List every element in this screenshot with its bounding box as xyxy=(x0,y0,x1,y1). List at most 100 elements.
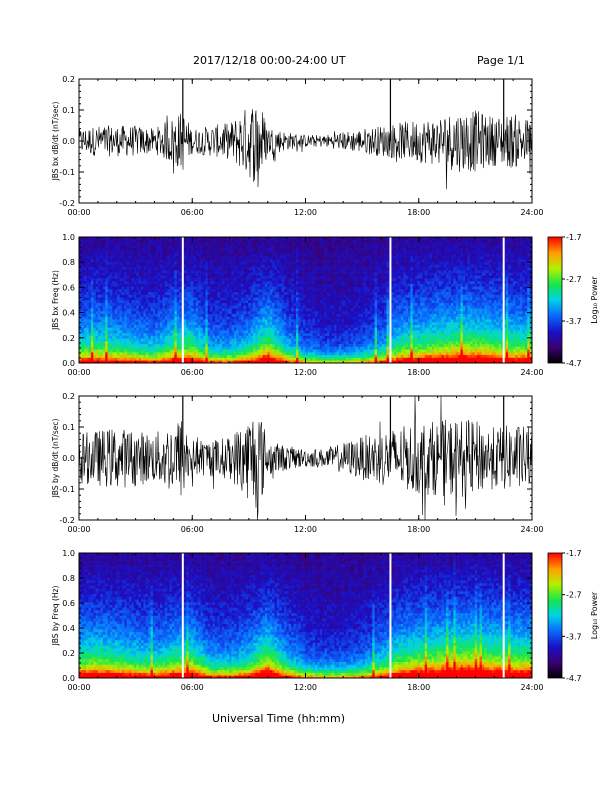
heatmap-cell xyxy=(93,319,96,323)
heatmap-cell xyxy=(272,239,275,243)
heatmap-cell xyxy=(264,343,268,347)
heatmap-cell xyxy=(202,360,206,364)
heatmap-cell xyxy=(102,316,106,320)
heatmap-cell xyxy=(112,258,116,262)
heatmap-cell xyxy=(164,354,168,358)
heatmap-cell xyxy=(219,313,223,317)
heatmap-cell xyxy=(88,308,92,312)
heatmap-cell xyxy=(233,297,237,301)
heatmap-cell xyxy=(274,332,278,336)
heatmap-cell xyxy=(150,354,154,358)
heatmap-cell xyxy=(160,313,163,317)
heatmap-cell xyxy=(164,313,168,317)
heatmap-cell xyxy=(224,286,228,290)
heatmap-cell xyxy=(241,332,244,336)
heatmap-cell xyxy=(317,280,321,284)
heatmap-cell xyxy=(315,313,318,317)
heatmap-cell xyxy=(129,242,132,246)
heatmap-cell xyxy=(312,302,316,306)
heatmap-cell xyxy=(312,335,316,339)
heatmap-cell xyxy=(169,239,173,243)
heatmap-cell xyxy=(212,327,216,331)
heatmap-cell xyxy=(202,253,206,257)
page-indicator: Page 1/1 xyxy=(477,54,525,67)
heatmap-cell xyxy=(109,250,113,254)
heatmap-cell xyxy=(226,291,230,295)
heatmap-cell xyxy=(245,242,249,246)
heatmap-cell xyxy=(186,349,189,353)
heatmap-cell xyxy=(274,294,278,298)
heatmap-cell xyxy=(226,305,230,309)
heatmap-cell xyxy=(107,278,111,282)
heatmap-cell xyxy=(231,327,235,331)
y-axis-label: JBS bx dB/dt (nT/sec) xyxy=(51,102,60,182)
heatmap-cell xyxy=(83,247,87,251)
heatmap-cell xyxy=(119,289,123,293)
heatmap-cell xyxy=(326,305,330,309)
heatmap-cell xyxy=(291,297,294,301)
heatmap-cell xyxy=(86,327,89,331)
heatmap-cell xyxy=(150,261,154,265)
heatmap-cell xyxy=(229,343,232,347)
heatmap-cell xyxy=(229,321,232,325)
heatmap-cell xyxy=(140,280,144,284)
heatmap-cell xyxy=(205,300,209,304)
heatmap-cell xyxy=(160,286,163,290)
heatmap-cell xyxy=(200,310,204,314)
heatmap-cell xyxy=(248,261,251,265)
heatmap-cell xyxy=(207,269,211,273)
heatmap-cell xyxy=(140,308,144,312)
heatmap-cell xyxy=(107,250,111,254)
heatmap-cell xyxy=(222,360,225,364)
heatmap-cell xyxy=(119,261,123,265)
heatmap-cell xyxy=(105,341,108,345)
heatmap-cell xyxy=(243,343,247,347)
heatmap-cell xyxy=(279,294,282,298)
heatmap-cell xyxy=(317,275,321,279)
heatmap-cell xyxy=(195,261,199,265)
heatmap-cell xyxy=(210,239,213,243)
heatmap-cell xyxy=(303,349,306,353)
heatmap-cell xyxy=(257,242,261,246)
heatmap-cell xyxy=(162,305,166,309)
heatmap-cell xyxy=(255,321,259,325)
heatmap-cell xyxy=(183,297,187,301)
heatmap-cell xyxy=(136,300,139,304)
heatmap-cell xyxy=(119,264,123,268)
heatmap-cell xyxy=(191,349,194,353)
heatmap-cell xyxy=(83,237,87,241)
heatmap-cell xyxy=(191,253,194,257)
heatmap-cell xyxy=(157,308,161,312)
heatmap-cell xyxy=(157,349,161,353)
heatmap-cell xyxy=(195,346,199,350)
heatmap-cell xyxy=(90,245,94,249)
heatmap-cell xyxy=(112,294,116,298)
heatmap-cell xyxy=(195,278,199,282)
heatmap-cell xyxy=(98,280,101,284)
heatmap-cell xyxy=(229,338,232,342)
heatmap-cell xyxy=(164,283,168,287)
heatmap-cell xyxy=(231,354,235,358)
heatmap-cell xyxy=(272,275,275,279)
heatmap-cell xyxy=(326,258,330,262)
heatmap-cell xyxy=(255,349,259,353)
heatmap-cell xyxy=(312,258,316,262)
heatmap-cell xyxy=(257,297,261,301)
heatmap-cell xyxy=(286,341,290,345)
heatmap-cell xyxy=(148,302,151,306)
heatmap-cell xyxy=(202,278,206,282)
heatmap-cell xyxy=(224,261,228,265)
heatmap-cell xyxy=(248,283,251,287)
heatmap-cell xyxy=(105,237,108,241)
heatmap-cell xyxy=(319,297,323,301)
heatmap-cell xyxy=(152,242,156,246)
heatmap-cell xyxy=(207,302,211,306)
heatmap-cell xyxy=(272,335,275,339)
heatmap-cell xyxy=(160,324,163,328)
heatmap-cell xyxy=(145,239,149,243)
heatmap-cell xyxy=(255,294,259,298)
heatmap-cell xyxy=(140,289,144,293)
heatmap-cell xyxy=(317,258,321,262)
heatmap-cell xyxy=(236,324,240,328)
heatmap-cell xyxy=(255,335,259,339)
